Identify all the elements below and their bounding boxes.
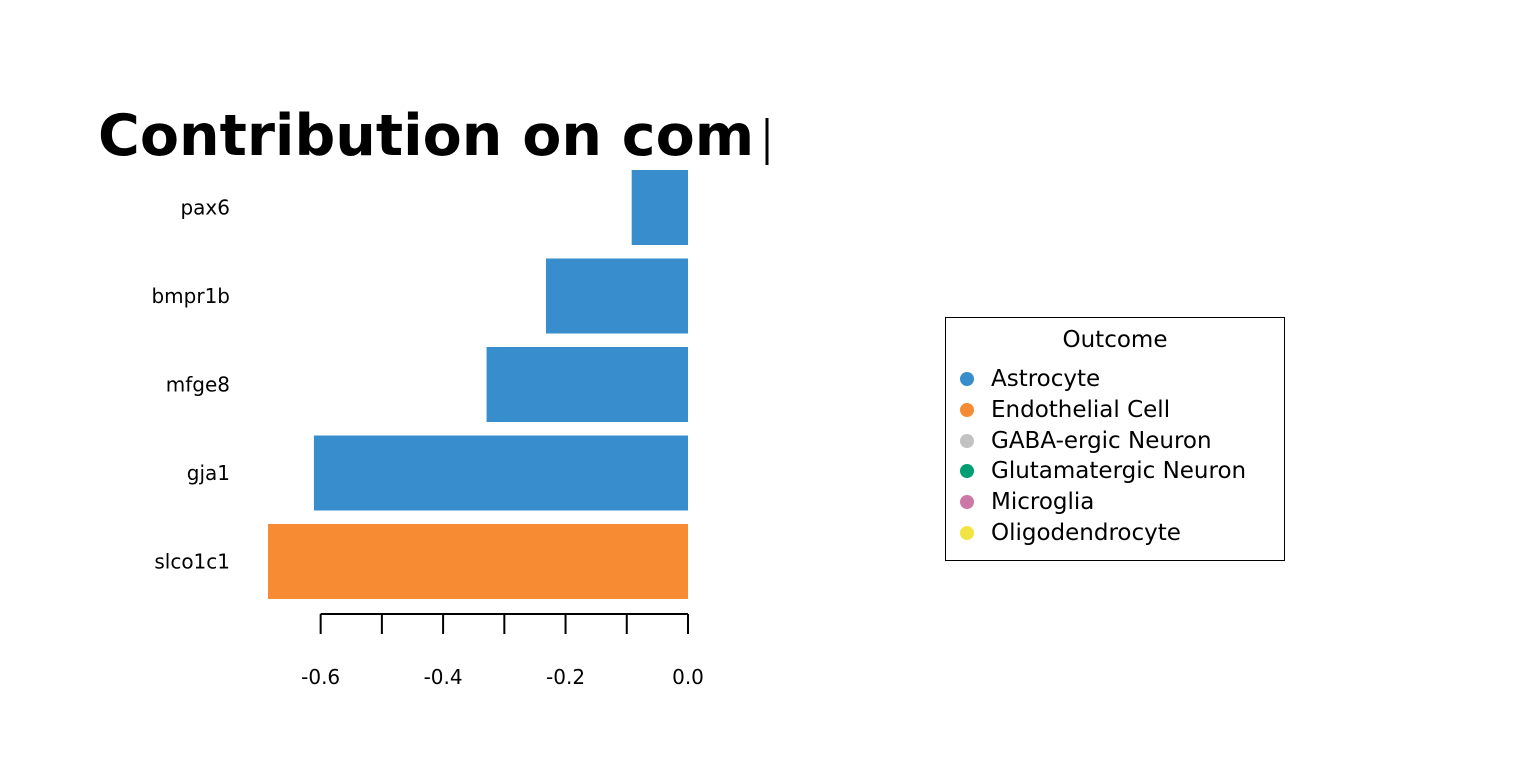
legend-marker bbox=[960, 402, 974, 417]
legend-marker bbox=[960, 372, 974, 386]
legend: Outcome Astrocyte Endothelial Cell GABA-er… bbox=[945, 317, 1285, 561]
legend-item: Microglia bbox=[960, 487, 1094, 517]
bar-gja1 bbox=[313, 435, 688, 511]
x-tick-label: -0.6 bbox=[301, 665, 340, 689]
x-tick-label: -0.2 bbox=[546, 665, 585, 689]
legend-marker bbox=[960, 495, 974, 510]
x-tick-label: -0.4 bbox=[424, 665, 463, 689]
title-clip-mask bbox=[768, 100, 1536, 170]
legend-label: Glutamatergic Neuron bbox=[991, 458, 1247, 485]
category-label-pax6: pax6 bbox=[180, 196, 230, 220]
legend-item: Glutamatergic Neuron bbox=[960, 456, 1246, 486]
legend-item: GABA-ergic Neuron bbox=[960, 426, 1212, 456]
legend-title: Outcome bbox=[1062, 327, 1168, 353]
bar-mfge8 bbox=[486, 347, 688, 422]
category-label-bmpr1b: bmpr1b bbox=[151, 284, 230, 308]
legend-label: Oligodendrocyte bbox=[991, 520, 1181, 546]
legend-item: Oligodendrocyte bbox=[960, 518, 1181, 548]
legend-marker bbox=[960, 433, 974, 448]
legend-item: Endothelial Cell bbox=[960, 395, 1170, 425]
legend-item: Astrocyte bbox=[960, 364, 1100, 394]
category-label-mfge8: mfge8 bbox=[166, 373, 230, 397]
legend-label: Astrocyte bbox=[991, 366, 1101, 392]
legend-label: Microglia bbox=[991, 489, 1095, 516]
legend-label: GABA-ergic Neuron bbox=[991, 427, 1212, 454]
chart-title: Contribution on com bbox=[98, 103, 754, 169]
x-tick-label: 0.0 bbox=[672, 665, 704, 689]
category-label-slco1c1: slco1c1 bbox=[154, 550, 230, 574]
legend-marker bbox=[960, 526, 974, 540]
bar-slco1c1 bbox=[268, 524, 688, 599]
category-label-gja1: gja1 bbox=[187, 461, 230, 485]
bar-bmpr1b bbox=[545, 258, 688, 334]
bar-pax6 bbox=[631, 170, 688, 245]
legend-label: Endothelial Cell bbox=[991, 396, 1171, 423]
legend-marker bbox=[960, 464, 974, 479]
